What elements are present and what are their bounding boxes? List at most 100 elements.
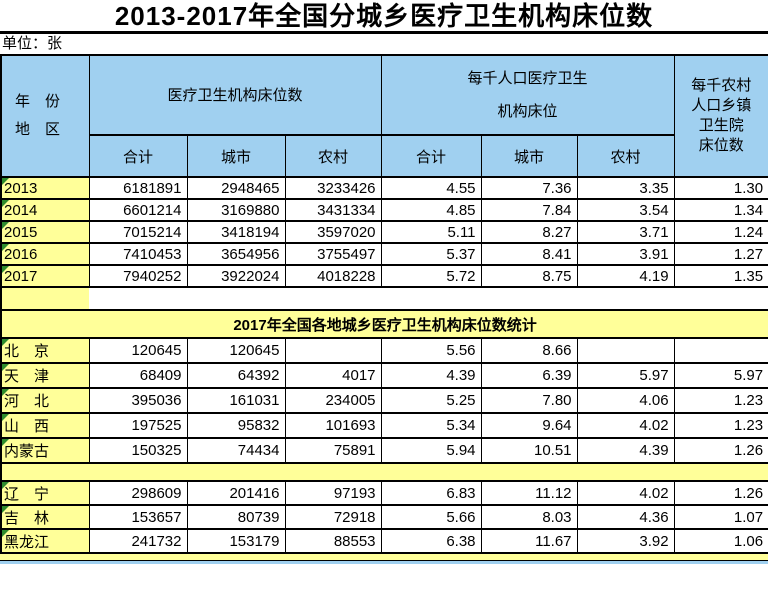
row-label: 2017 [4, 267, 38, 285]
row-label-cell: 天 津 [0, 362, 90, 389]
subheader-rural-beds: 农村 [284, 134, 382, 178]
value-cell: 74434 [186, 437, 286, 464]
value-cell: 1.35 [673, 264, 768, 288]
table-row: 辽 宁 298609 201416 97193 6.83 11.12 4.02 1.26 [0, 480, 768, 506]
value-cell: 8.27 [480, 220, 578, 244]
row-label: 山 西 [4, 418, 50, 435]
error-indicator-icon [2, 340, 9, 346]
value-cell: 5.37 [380, 242, 482, 266]
row-label: 2014 [4, 201, 38, 219]
cutoff-blue-row [0, 560, 768, 564]
value-cell: 8.03 [480, 504, 578, 530]
row-label-cell: 河 北 [0, 387, 90, 414]
row-label: 黑龙江 [4, 533, 50, 551]
value-cell: 8.66 [480, 337, 578, 364]
blank-spacer-row [1, 286, 768, 311]
row-label-cell: 辽 宁 [0, 480, 90, 506]
value-cell: 1.23 [673, 387, 768, 414]
value-cell: 1.30 [673, 176, 768, 200]
row-label-cell: 2016 [0, 242, 90, 266]
subheader-urban-rate: 城市 [480, 134, 578, 178]
row-label: 天 津 [4, 368, 50, 385]
value-cell: 3.54 [576, 198, 675, 222]
subheader-total-rate: 合计 [380, 134, 482, 178]
row-label-cell: 吉 林 [0, 504, 90, 530]
value-cell: 7410453 [88, 242, 188, 266]
cutoff-yellow-row [0, 554, 768, 560]
value-cell: 5.97 [576, 362, 675, 389]
value-cell: 11.67 [480, 528, 578, 554]
row-label: 北 京 [4, 343, 50, 360]
value-cell: 5.25 [380, 387, 482, 414]
value-cell: 3.92 [576, 528, 675, 554]
value-cell: 6.83 [380, 480, 482, 506]
row-label: 河 北 [4, 393, 50, 410]
table-row: 天 津 68409 64392 4017 4.39 6.39 5.97 5.97 [0, 362, 768, 389]
section-title: 2017年全国各地城乡医疗卫生机构床位数统计 [0, 309, 768, 339]
value-cell: 1.23 [673, 412, 768, 439]
yellow-spacer-cell [1, 462, 768, 482]
value-cell: 88553 [284, 528, 382, 554]
error-indicator-icon [2, 483, 9, 489]
value-cell: 298609 [88, 480, 188, 506]
value-cell: 95832 [186, 412, 286, 439]
row-label-cell: 北 京 [0, 337, 90, 364]
value-cell: 4.39 [576, 437, 675, 464]
table-row: 2016 7410453 3654956 3755497 5.37 8.41 3.91 1.2… [0, 242, 768, 266]
value-cell: 1.34 [673, 198, 768, 222]
row-label-cell: 2017 [0, 264, 90, 288]
table-row: 内蒙古 150325 74434 75891 5.94 10.51 4.39 1.26 [0, 437, 768, 464]
table-row: 2014 6601214 3169880 3431334 4.85 7.84 3.54 1.3… [0, 198, 768, 222]
value-cell: 1.26 [673, 480, 768, 506]
row-label: 吉 林 [4, 509, 50, 527]
value-cell: 161031 [186, 387, 286, 414]
section-title-row: 2017年全国各地城乡医疗卫生机构床位数统计 [0, 309, 768, 339]
error-indicator-icon [2, 179, 9, 185]
beds-data-table: 年 份 地 区 医疗卫生机构床位数 每千人口医疗卫生 机构床位 每千农村 人口乡… [0, 54, 768, 554]
value-cell: 1.06 [673, 528, 768, 554]
value-cell: 2948465 [186, 176, 286, 200]
value-cell: 1.26 [673, 437, 768, 464]
value-cell: 6.38 [380, 528, 482, 554]
error-indicator-icon [2, 365, 9, 371]
table-row: 2017 7940252 3922024 4018228 5.72 8.75 4.19 1.3… [0, 264, 768, 288]
row-label: 辽 宁 [4, 485, 50, 503]
value-cell: 120645 [186, 337, 286, 364]
value-cell [576, 337, 675, 364]
value-cell: 395036 [88, 387, 188, 414]
value-cell: 4.36 [576, 504, 675, 530]
error-indicator-icon [2, 245, 9, 251]
row-label-cell: 2013 [0, 176, 90, 200]
regions-section-north: 北 京 120645 120645 5.56 8.66 天 津 68409 64392 4017… [0, 337, 768, 464]
value-cell: 4.19 [576, 264, 675, 288]
value-cell: 6601214 [88, 198, 188, 222]
value-cell: 120645 [88, 337, 188, 364]
row-label-cell: 2015 [0, 220, 90, 244]
last-column-header: 每千农村 人口乡镇 卫生院 床位数 [673, 54, 768, 178]
error-indicator-icon [2, 390, 9, 396]
table-row: 河 北 395036 161031 234005 5.25 7.80 4.06 1.23 [0, 387, 768, 414]
value-cell: 3431334 [284, 198, 382, 222]
value-cell: 5.66 [380, 504, 482, 530]
value-cell: 97193 [284, 480, 382, 506]
subheader-total-beds: 合计 [88, 134, 188, 178]
value-cell: 3.71 [576, 220, 675, 244]
table-row: 2013 6181891 2948465 3233426 4.55 7.36 3.35 1.3… [0, 176, 768, 200]
value-cell: 234005 [284, 387, 382, 414]
row-label: 2015 [4, 223, 38, 241]
value-cell: 3418194 [186, 220, 286, 244]
value-cell: 3.35 [576, 176, 675, 200]
table-row: 黑龙江 241732 153179 88553 6.38 11.67 3.92 1.06 [0, 528, 768, 554]
value-cell: 197525 [88, 412, 188, 439]
value-cell: 72918 [284, 504, 382, 530]
value-cell: 1.24 [673, 220, 768, 244]
page-title: 2013-2017年全国分城乡医疗卫生机构床位数 [114, 1, 654, 31]
error-indicator-icon [2, 531, 9, 537]
value-cell: 3922024 [186, 264, 286, 288]
value-cell: 7.36 [480, 176, 578, 200]
value-cell: 5.56 [380, 337, 482, 364]
value-cell: 4.02 [576, 480, 675, 506]
value-cell: 4.02 [576, 412, 675, 439]
table-row: 山 西 197525 95832 101693 5.34 9.64 4.02 1.23 [0, 412, 768, 439]
value-cell: 5.34 [380, 412, 482, 439]
